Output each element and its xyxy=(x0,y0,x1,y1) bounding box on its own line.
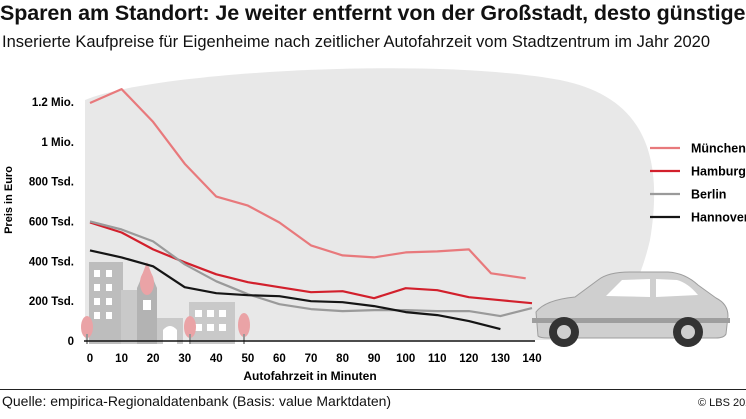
y-tick-label: 600 Tsd. xyxy=(29,217,74,229)
x-tick-label: 130 xyxy=(491,353,510,365)
x-tick-label: 120 xyxy=(459,353,478,365)
price-chart: 0 200 Tsd. 400 Tsd. 600 Tsd. 800 Tsd. 1 Mio. 1… xyxy=(3,68,746,383)
x-tick-label: 110 xyxy=(428,353,447,365)
city-illustration-icon xyxy=(81,262,250,344)
x-tick-label: 30 xyxy=(178,353,191,365)
chart-title: Sparen am Standort: Je weiter entfernt v… xyxy=(0,1,746,25)
x-tick-label: 0 xyxy=(87,353,93,365)
x-tick-label: 40 xyxy=(210,353,223,365)
y-tick-label: 400 Tsd. xyxy=(29,256,74,268)
y-tick-label: 1.2 Mio. xyxy=(32,97,74,109)
y-tick-label: 200 Tsd. xyxy=(29,296,74,308)
series-line-muenchen xyxy=(89,87,526,280)
series-line-hannover xyxy=(89,249,501,331)
source-note: Quelle: empirica-Regionaldatenbank (Basi… xyxy=(2,393,392,409)
x-tick-label: 10 xyxy=(115,353,128,365)
x-tick-label: 60 xyxy=(273,353,286,365)
y-axis-ticks: 0 200 Tsd. 400 Tsd. 600 Tsd. 800 Tsd. 1 Mio. 1… xyxy=(29,97,74,348)
series-line-berlin xyxy=(89,220,533,318)
series-lines xyxy=(89,87,533,331)
legend: München Hamburg Berlin Hannover xyxy=(650,142,746,225)
y-axis-label: Preis in Euro xyxy=(3,166,15,234)
x-tick-label: 140 xyxy=(522,353,541,365)
legend-label-berlin: Berlin xyxy=(691,188,726,202)
x-tick-label: 50 xyxy=(241,353,254,365)
x-tick-label: 90 xyxy=(368,353,381,365)
x-tick-label: 100 xyxy=(396,353,415,365)
y-tick-label: 0 xyxy=(68,336,74,348)
car-icon xyxy=(532,271,730,347)
footer-divider xyxy=(0,389,746,390)
legend-label-hamburg: Hamburg xyxy=(691,165,746,179)
x-tick-label: 80 xyxy=(336,353,349,365)
chart-subtitle: Inserierte Kaufpreise für Eigenheime nac… xyxy=(2,33,711,51)
legend-label-hannover: Hannover xyxy=(691,211,746,225)
y-tick-label: 1 Mio. xyxy=(41,137,74,149)
copyright-note: © LBS 2021 xyxy=(698,397,746,409)
x-tick-label: 70 xyxy=(305,353,318,365)
legend-label-muenchen: München xyxy=(691,142,746,156)
x-tick-label: 20 xyxy=(147,353,160,365)
series-line-hamburg xyxy=(89,221,533,305)
x-axis-label: Autofahrzeit in Minuten xyxy=(243,369,376,383)
y-tick-label: 800 Tsd. xyxy=(29,177,74,189)
x-axis-ticks: 0 10 20 30 40 50 60 70 80 90 100 110 120 130 140 xyxy=(87,353,542,365)
background-blob xyxy=(85,68,655,341)
chart-area: 0 200 Tsd. 400 Tsd. 600 Tsd. 800 Tsd. 1 Mio. 1… xyxy=(0,60,746,390)
